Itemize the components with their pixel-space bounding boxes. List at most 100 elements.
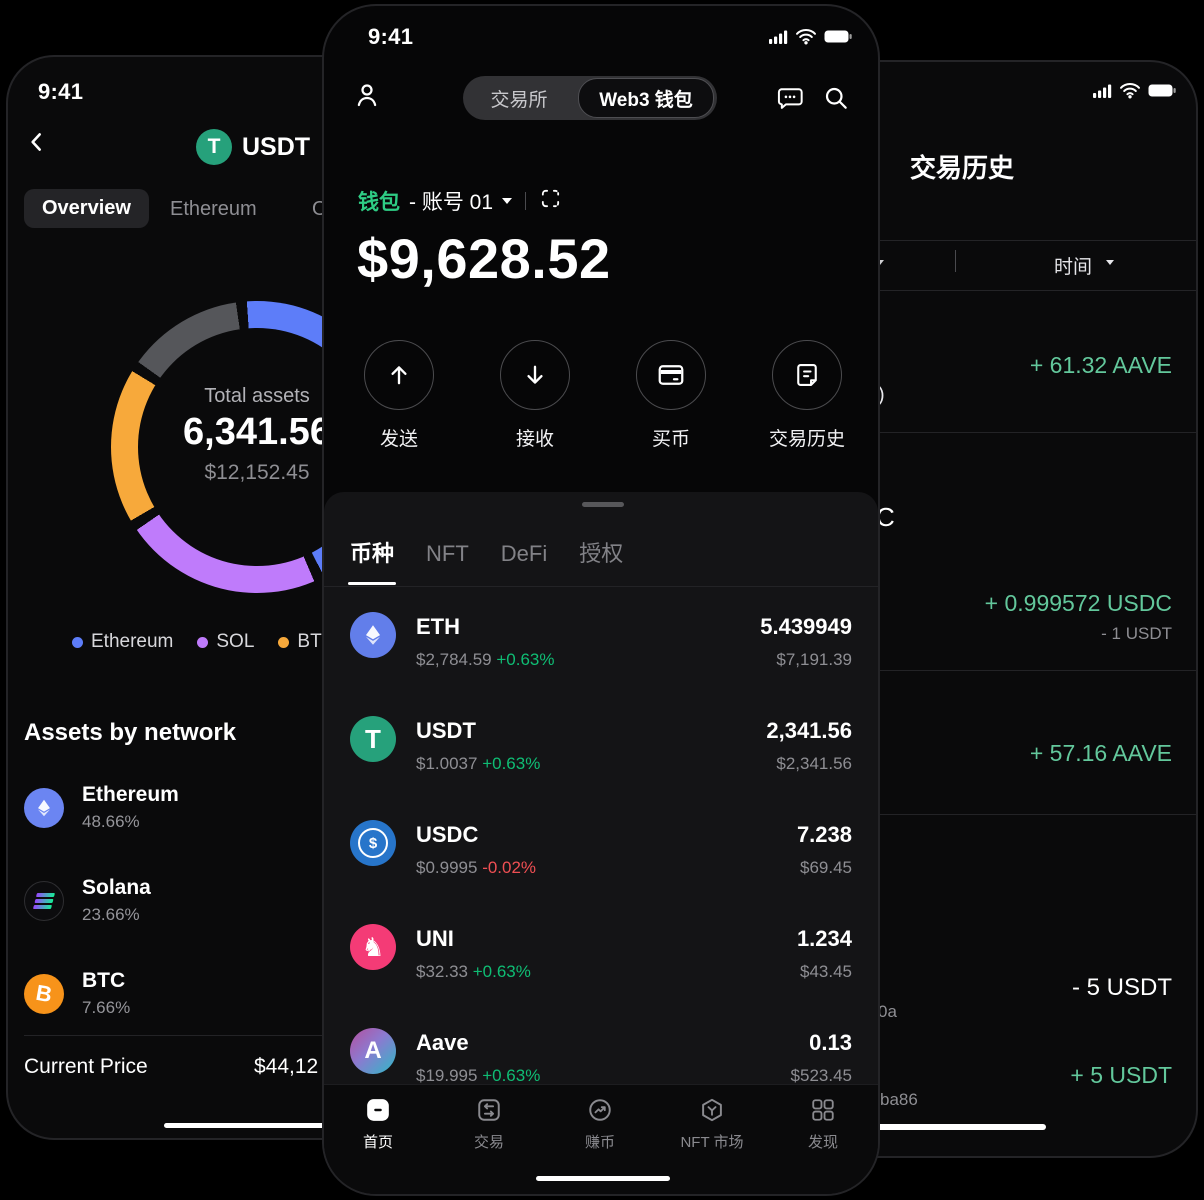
network-row-btc[interactable]: B BTC 7.66% [24, 969, 130, 1018]
exchange-wallet-toggle: 交易所 Web3 钱包 [463, 76, 717, 120]
token-amount: 1.234 [796, 926, 852, 951]
history-circle [772, 340, 842, 410]
nav-nft-market[interactable]: NFT 市场 [662, 1097, 762, 1152]
txn-address-fragment: 0a [878, 1002, 897, 1021]
tab-approvals[interactable]: 授权 [579, 541, 624, 566]
bottom-nav: 首页 交易 赚币 NFT 市场 发现 [324, 1084, 878, 1194]
token-row-eth[interactable]: ETH $2,784.59 +0.63% 5.439949 $7,191.39 [324, 598, 878, 702]
token-symbol: UNI [416, 926, 454, 951]
txn-address-fragment: ba86 [880, 1090, 918, 1109]
tab-tokens[interactable]: 币种 [350, 541, 395, 566]
nav-trade[interactable]: 交易 [439, 1097, 539, 1152]
total-assets-usd: $12,152.45 [204, 461, 310, 484]
txn-amount[interactable]: + 61.32 AAVE [1029, 352, 1172, 378]
nav-home[interactable]: 首页 [328, 1097, 428, 1152]
token-row-usdt[interactable]: T USDT $1.0037 +0.63% 2,341.56 $2,341.56 [324, 702, 878, 806]
back-chevron-icon [31, 133, 42, 151]
usdt-icon: T [350, 716, 396, 762]
eth-icon [350, 612, 396, 658]
wallet-label: 钱包 [358, 191, 400, 214]
drag-handle[interactable] [582, 502, 624, 507]
tab-ethereum[interactable]: Ethereum [170, 198, 257, 220]
assets-sheet: 币种 NFT DeFi 授权 ETH $2,784.59 +0.63% 5.43… [324, 492, 878, 1194]
home-indicator[interactable] [536, 1176, 670, 1181]
token-value-usd: $7,191.39 [776, 650, 852, 669]
legend-item-sol: SOL [197, 631, 254, 653]
search-button[interactable] [822, 84, 850, 117]
account-caret-icon[interactable] [502, 198, 513, 204]
token-value-usd: $69.45 [800, 858, 852, 877]
txn-amount[interactable]: + 5 USDT [1070, 1062, 1172, 1088]
aave-icon: A [350, 1028, 396, 1074]
sheet-tabs: 币种 NFT DeFi 授权 [350, 536, 623, 568]
legend-dot-orange [278, 636, 290, 648]
chat-button[interactable] [776, 84, 804, 117]
filter-time[interactable]: 时间 [1054, 257, 1093, 278]
network-percent: 48.66% [82, 812, 140, 831]
tab-overview[interactable]: Overview [24, 189, 149, 228]
tab-nft[interactable]: NFT [426, 541, 469, 566]
token-symbol: Aave [416, 1030, 469, 1055]
solana-bars-icon [33, 892, 55, 909]
arrow-down-icon [527, 365, 543, 384]
history-button[interactable]: 交易历史 [747, 340, 867, 451]
home-indicator[interactable] [164, 1123, 344, 1128]
txn-amount[interactable]: + 0.999572 USDC [984, 590, 1172, 616]
network-name: Solana [82, 876, 151, 899]
receive-circle [500, 340, 570, 410]
home-indicator[interactable] [822, 1124, 1046, 1130]
token-amount: 5.439949 [760, 614, 852, 639]
back-button[interactable] [24, 129, 50, 160]
token-price-line: $19.995 +0.63% [416, 1066, 541, 1085]
token-value-usd: $2,341.56 [776, 754, 852, 773]
tab-defi[interactable]: DeFi [500, 541, 548, 566]
filter-time-caret-icon[interactable] [1106, 260, 1114, 265]
txn-amount[interactable]: - 5 USDT [1071, 974, 1172, 1001]
token-amount: 7.238 [796, 822, 852, 847]
filter-top-divider [642, 240, 1196, 241]
profile-button[interactable] [352, 80, 382, 115]
scan-button[interactable] [539, 187, 562, 215]
nav-discover[interactable]: 发现 [773, 1097, 873, 1152]
txn-divider [642, 432, 1196, 433]
token-amount: 2,341.56 [766, 718, 852, 743]
toggle-web3-wallet[interactable]: Web3 钱包 [578, 78, 714, 118]
network-row-ethereum[interactable]: Ethereum 48.66% [24, 783, 179, 832]
txn-fragment: ) [878, 384, 885, 406]
token-symbol: USDC [416, 822, 479, 847]
eth-diamond-icon [38, 799, 50, 816]
btc-icon: B [24, 973, 64, 1014]
buy-circle [636, 340, 706, 410]
usdt-icon: T [196, 129, 232, 165]
receive-button[interactable]: 接收 [475, 340, 595, 451]
active-tab-underline [348, 582, 396, 585]
token-row-aave[interactable]: A Aave $19.995 +0.63% 0.13 $523.45 [324, 1014, 878, 1118]
buy-crypto-button[interactable]: 买币 [611, 340, 731, 451]
network-name: Ethereum [82, 783, 179, 806]
network-percent: 7.66% [82, 998, 131, 1017]
token-change: +0.63% [482, 1066, 541, 1085]
token-row-usdc[interactable]: $ USDC $0.9995 -0.02% 7.238 $69.45 [324, 806, 878, 910]
status-time: 9:41 [38, 79, 84, 104]
uni-icon: ♞ [350, 924, 396, 970]
token-price-line: $0.9995 -0.02% [416, 858, 537, 877]
ethereum-icon [24, 787, 64, 828]
toggle-exchange[interactable]: 交易所 [490, 89, 548, 111]
card-icon [658, 365, 684, 385]
token-value-usd: $43.45 [800, 962, 852, 981]
token-change: -0.02% [482, 858, 537, 877]
txn-amount[interactable]: + 57.16 AAVE [1029, 740, 1172, 766]
nav-earn[interactable]: 赚币 [550, 1097, 650, 1152]
search-icon [825, 87, 847, 109]
battery-icon [1148, 84, 1176, 97]
account-label[interactable]: - 账号 01 [409, 191, 494, 214]
total-assets-value: 6,341.56 [183, 411, 331, 453]
send-button[interactable]: 发送 [339, 340, 459, 451]
network-row-solana[interactable]: Solana 23.66% [24, 876, 151, 925]
filter-caret-fragment[interactable] [876, 260, 884, 265]
status-icons [1093, 82, 1176, 99]
token-row-uni[interactable]: ♞ UNI $32.33 +0.63% 1.234 $43.45 [324, 910, 878, 1014]
battery-icon [824, 30, 852, 43]
nft-hexagon-icon [702, 1098, 722, 1122]
filter-bottom-divider [642, 290, 1196, 291]
